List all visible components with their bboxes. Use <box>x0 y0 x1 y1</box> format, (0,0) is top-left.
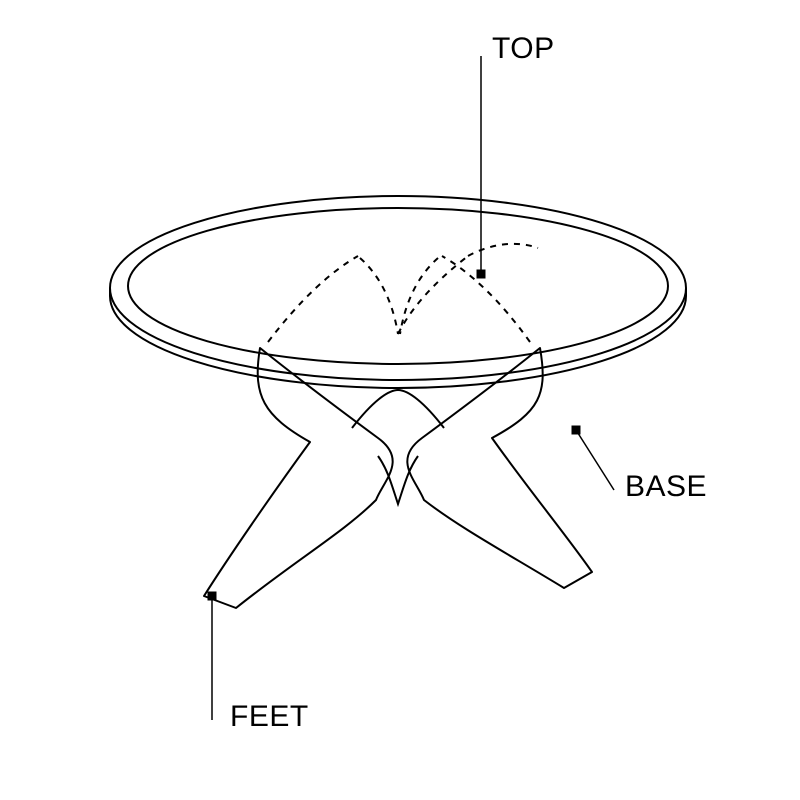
label-base: BASE <box>625 470 707 504</box>
diagram-stage: TOP BASE FEET <box>0 0 800 800</box>
label-feet: FEET <box>230 700 309 734</box>
table-diagram-svg <box>0 0 800 800</box>
label-top: TOP <box>492 32 555 66</box>
